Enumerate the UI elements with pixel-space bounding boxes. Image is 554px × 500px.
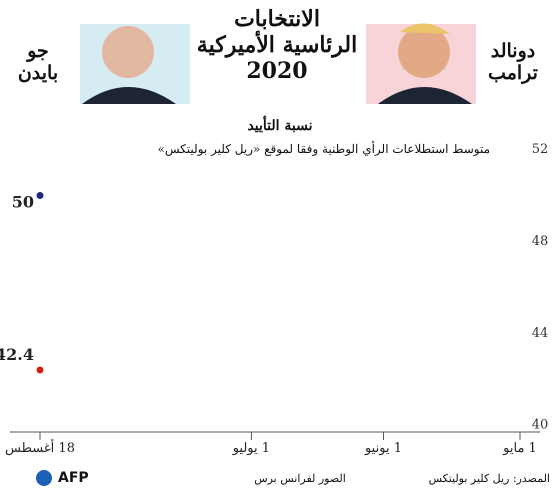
end-point [36,366,44,374]
credit: الصور لفرانس برس [254,472,346,485]
y-tick-label: 52 [532,142,549,157]
title-line: 2020 [246,58,308,84]
logo: AFP [58,470,89,486]
photo-suit [378,87,472,104]
title: الانتخابات الرئاسية الأميركية 2020 [170,6,384,84]
end-label: 42.4 [0,345,34,364]
x-tick-label: 18 أغسطس [5,439,75,456]
legend-entry: جو بايدن [17,40,59,84]
photo-hair [400,23,450,34]
note: متوسط استطلاعات الرأي الوطنية وفقا لموقع… [157,142,490,156]
y-tick-label: 44 [532,326,549,341]
photo-face [398,26,450,78]
subtitle: نسبة التأييد [247,118,313,134]
title-line: الرئاسية الأميركية [196,32,358,58]
end-label: 50 [12,193,34,212]
logo-mark [36,470,52,486]
x-tick-label: 1 يوليو [232,441,270,456]
y-tick-label: 48 [532,234,549,249]
legend-entry: دونالد ترامب [488,40,538,84]
end-point [36,192,44,200]
title-line: الانتخابات [234,6,320,32]
y-tick-label: 40 [532,418,549,433]
x-tick-label: 1 يونيو [364,441,402,456]
photo-suit [82,87,176,104]
source: المصدر: ريل كلير بوليتكس [428,472,550,485]
photo-face [102,26,154,78]
x-tick-label: 1 مايو [502,441,537,456]
